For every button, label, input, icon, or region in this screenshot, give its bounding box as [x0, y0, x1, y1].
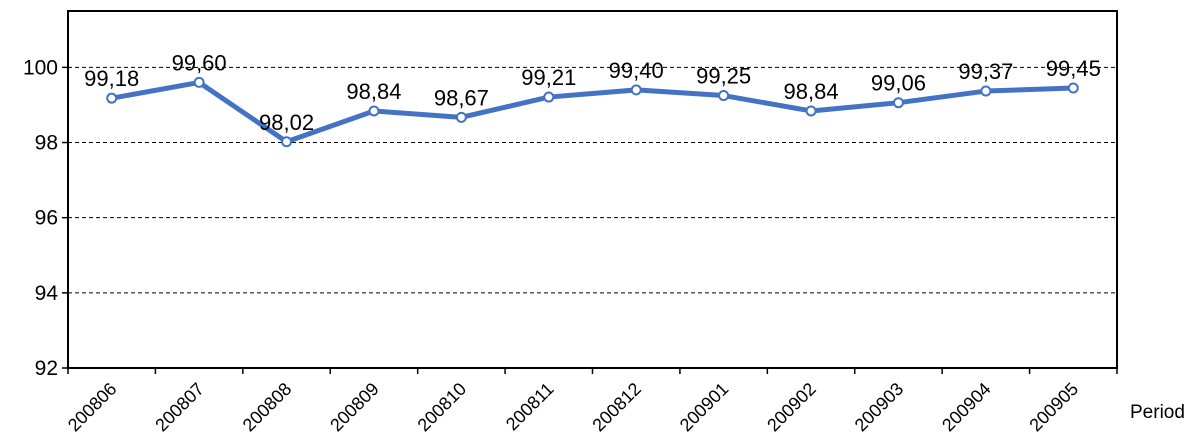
data-point	[368, 105, 380, 117]
x-tick-label: 200905	[1025, 379, 1082, 436]
data-label: 99,06	[871, 71, 926, 96]
data-label: 98,02	[259, 110, 314, 135]
x-tick-label: 200806	[64, 379, 121, 436]
x-tick-label: 200810	[414, 379, 471, 436]
data-label: 99,60	[172, 50, 227, 75]
data-label: 98,84	[346, 79, 401, 104]
y-axis-ticks: 92 94 96 98 100	[23, 56, 68, 380]
data-label: 99,18	[84, 66, 139, 91]
data-label: 98,84	[784, 79, 839, 104]
x-tick-label: 200812	[588, 379, 645, 436]
y-tick-label: 96	[35, 207, 58, 230]
y-tick-label: 92	[35, 357, 58, 380]
y-tick-label: 98	[35, 132, 58, 155]
x-axis-ticks: 200806 200807 200808 200809 200810 200811 2008…	[64, 368, 1118, 436]
data-label: 99,21	[521, 65, 576, 90]
data-label: 99,37	[958, 59, 1013, 84]
x-tick-label: 200903	[851, 379, 908, 436]
data-point	[630, 84, 642, 96]
series-line-group	[106, 76, 1079, 148]
data-labels: 99,18 99,60 98,02 98,84 98,67 99,21 99,40 99,25…	[84, 50, 1101, 134]
x-tick-label: 200807	[151, 379, 208, 436]
x-axis-title: Period	[1130, 402, 1185, 423]
x-tick-label: 200904	[938, 379, 995, 436]
data-point	[281, 136, 293, 148]
x-tick-label: 200808	[239, 379, 296, 436]
data-point	[543, 91, 555, 103]
data-label: 98,67	[434, 85, 489, 110]
data-label: 99,45	[1046, 56, 1101, 81]
x-tick-label: 200809	[326, 379, 383, 436]
data-point	[805, 105, 817, 117]
y-tick-label: 100	[23, 56, 58, 79]
series-line	[109, 79, 1076, 145]
data-point	[892, 97, 904, 109]
x-tick-label: 200811	[502, 379, 558, 435]
y-tick-label: 94	[35, 282, 59, 305]
data-point	[980, 85, 992, 97]
data-point	[718, 90, 730, 102]
data-point	[106, 92, 118, 104]
data-point	[455, 111, 467, 123]
data-point	[1067, 82, 1079, 94]
x-tick-label: 200902	[763, 379, 820, 436]
data-label: 99,40	[609, 58, 664, 83]
data-point	[193, 76, 205, 88]
x-tick-label: 200901	[676, 379, 733, 436]
data-label: 99,25	[696, 64, 751, 89]
